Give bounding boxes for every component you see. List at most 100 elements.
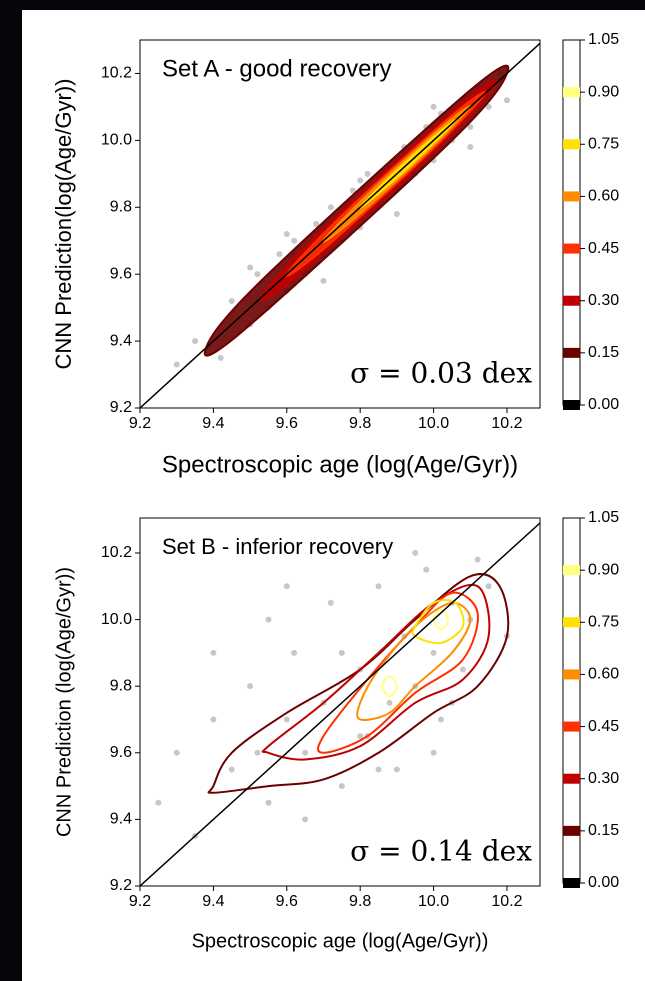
point bbox=[265, 799, 272, 806]
point bbox=[423, 566, 430, 573]
point bbox=[393, 766, 400, 773]
point bbox=[283, 716, 290, 723]
colorbar-level bbox=[563, 565, 580, 576]
x-axis-label: Spectroscopic age (log(Age/Gyr)) bbox=[162, 451, 518, 478]
point bbox=[210, 649, 217, 656]
colorbar-tick-label: 0.45 bbox=[588, 718, 619, 735]
point bbox=[338, 783, 345, 790]
x-tick-label: 9.6 bbox=[276, 893, 298, 910]
colorbar-tick-label: 1.05 bbox=[588, 31, 619, 48]
colorbar-tick-label: 1.05 bbox=[588, 509, 619, 526]
colorbar-level bbox=[563, 878, 580, 888]
y-tick-label: 9.4 bbox=[110, 811, 132, 828]
point bbox=[430, 103, 437, 110]
x-tick-label: 9.2 bbox=[129, 415, 151, 432]
x-tick-label: 10.0 bbox=[418, 893, 449, 910]
y-axis-label: CNN Prediction (log(Age/Gyr)) bbox=[53, 567, 75, 837]
annotation: σ = 0.03 dex bbox=[350, 357, 532, 390]
point bbox=[254, 749, 261, 756]
y-tick-label: 9.4 bbox=[110, 332, 132, 349]
point bbox=[349, 187, 356, 194]
colorbar-level bbox=[563, 825, 580, 836]
contour bbox=[261, 583, 491, 761]
x-tick-label: 9.4 bbox=[202, 415, 224, 432]
point bbox=[283, 583, 290, 590]
point bbox=[228, 297, 235, 304]
colorbar-level bbox=[563, 400, 580, 410]
plot-area bbox=[140, 522, 540, 886]
point bbox=[276, 251, 283, 258]
point bbox=[327, 599, 334, 606]
colorbar-tick-label: 0.00 bbox=[588, 396, 619, 413]
panel-background bbox=[22, 10, 645, 981]
point bbox=[320, 277, 327, 284]
contour bbox=[207, 573, 510, 794]
axes-frame bbox=[139, 39, 541, 409]
point bbox=[386, 699, 393, 706]
annotation: σ = 0.14 dex bbox=[350, 835, 532, 868]
point bbox=[459, 666, 466, 673]
colorbar-tick-label: 0.30 bbox=[588, 770, 619, 787]
point bbox=[313, 221, 320, 227]
panel-title: Set A - good recovery bbox=[162, 55, 391, 82]
colorbar-level bbox=[563, 617, 580, 628]
y-tick-label: 9.8 bbox=[110, 677, 132, 694]
point bbox=[254, 271, 261, 278]
point bbox=[412, 549, 419, 556]
x-tick-label: 10.2 bbox=[491, 893, 522, 910]
colorbar-tick-label: 0.90 bbox=[588, 561, 619, 578]
point bbox=[265, 616, 272, 623]
colorbar-level bbox=[563, 721, 580, 732]
point bbox=[228, 766, 235, 773]
point bbox=[467, 144, 474, 151]
contour bbox=[381, 675, 398, 698]
point bbox=[210, 716, 217, 723]
point bbox=[437, 716, 444, 723]
y-tick-label: 9.2 bbox=[110, 399, 132, 416]
colorbar-level bbox=[563, 669, 580, 680]
colorbar-tick-label: 0.45 bbox=[588, 240, 619, 257]
x-tick-label: 9.8 bbox=[349, 415, 371, 432]
y-axis-label: CNN Prediction(log(Age/Gyr)) bbox=[51, 79, 76, 370]
point bbox=[393, 210, 400, 217]
colorbar-tick-label: 0.30 bbox=[588, 292, 619, 309]
one-to-one-line bbox=[140, 42, 540, 408]
colorbar-level bbox=[563, 295, 580, 306]
colorbar-level bbox=[563, 139, 580, 150]
x-tick-label: 9.4 bbox=[202, 893, 224, 910]
plot-area bbox=[140, 42, 540, 408]
point bbox=[430, 649, 437, 656]
point bbox=[375, 583, 382, 590]
point bbox=[247, 683, 254, 690]
point bbox=[357, 177, 364, 184]
colorbar-tick-label: 0.60 bbox=[588, 666, 619, 683]
x-axis-label: Spectroscopic age (log(Age/Gyr)) bbox=[192, 930, 489, 952]
x-tick-label: 10.0 bbox=[418, 415, 449, 432]
point bbox=[485, 103, 492, 110]
one-to-one-line bbox=[140, 522, 540, 886]
point bbox=[357, 733, 364, 740]
x-tick-label: 9.6 bbox=[276, 415, 298, 432]
point bbox=[155, 799, 162, 806]
x-tick-label: 9.8 bbox=[349, 893, 371, 910]
point bbox=[375, 766, 382, 773]
point bbox=[192, 338, 199, 345]
colorbar-tick-label: 0.15 bbox=[588, 344, 619, 361]
y-tick-label: 9.2 bbox=[110, 877, 132, 894]
point bbox=[302, 749, 309, 756]
y-tick-label: 10.0 bbox=[101, 611, 132, 628]
point bbox=[338, 649, 345, 656]
point bbox=[503, 97, 510, 104]
point bbox=[291, 649, 298, 656]
colorbar-tick-label: 0.60 bbox=[588, 188, 619, 205]
axes-frame bbox=[139, 517, 541, 887]
colorbar-level bbox=[563, 243, 580, 254]
y-tick-label: 10.2 bbox=[101, 544, 132, 561]
colorbar-level bbox=[563, 87, 580, 98]
point bbox=[467, 123, 474, 130]
x-tick-label: 9.2 bbox=[129, 893, 151, 910]
point bbox=[485, 583, 492, 590]
point bbox=[173, 749, 180, 756]
colorbar-level bbox=[563, 191, 580, 202]
